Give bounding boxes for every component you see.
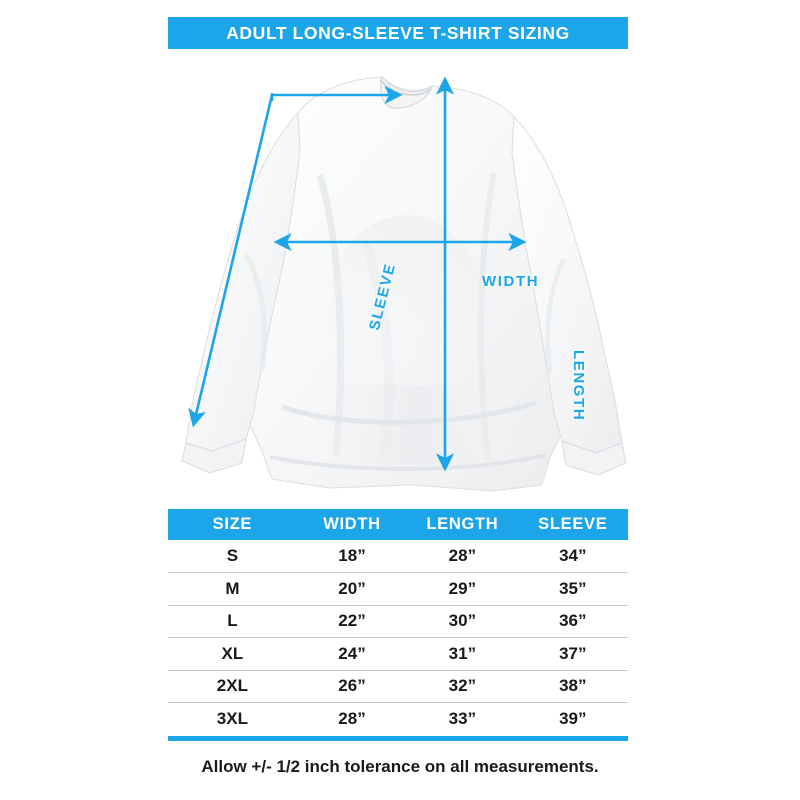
page-title: ADULT LONG-SLEEVE T-SHIRT SIZING [226, 22, 570, 43]
size-table-header: SIZE WIDTH LENGTH SLEEVE [168, 509, 628, 540]
length-label: LENGTH [570, 350, 587, 422]
cell-length: 32” [407, 670, 518, 703]
tolerance-note: Allow +/- 1/2 inch tolerance on all meas… [201, 757, 599, 776]
cell-size: 3XL [216, 709, 248, 728]
chart-title-bar: ADULT LONG-SLEEVE T-SHIRT SIZING [168, 17, 628, 49]
cell-sleeve: 34” [517, 540, 628, 573]
cell-sleeve: 38” [517, 670, 628, 703]
cell-width: 18” [296, 540, 408, 573]
table-row: S 18” 28” 34” [168, 540, 628, 573]
column-header-size: SIZE [212, 515, 253, 533]
cell-size: L [168, 605, 297, 638]
cell-length: 29” [407, 572, 518, 606]
cell-sleeve: 36” [517, 605, 628, 638]
cell-width: 24” [296, 637, 408, 671]
table-header-row: SIZE WIDTH LENGTH SLEEVE [168, 509, 628, 540]
table-bottom-rule [168, 736, 628, 741]
cell-length: 31” [407, 637, 518, 671]
cell-sleeve: 37” [517, 637, 628, 671]
shirt-illustration-svg [181, 75, 627, 492]
shirt-body-shape [181, 75, 627, 492]
cell-width: 20” [296, 572, 408, 606]
cell-sleeve: 35” [517, 572, 628, 606]
size-table: SIZE WIDTH LENGTH SLEEVE S 18” 28” 34” M… [168, 509, 628, 735]
cell-width: 26” [296, 670, 408, 703]
cell-length: 28” [407, 540, 518, 573]
column-header-sleeve: SLEEVE [538, 515, 608, 533]
width-label: WIDTH [482, 273, 540, 290]
size-table-body: S 18” 28” 34” M 20” 29” 35” L 22” 30” 36… [168, 540, 628, 735]
measurement-arrows [188, 76, 527, 472]
cell-width: 28” [338, 709, 366, 728]
table-row: XL 24” 31” 37” [168, 637, 628, 671]
cell-size: XL [168, 637, 297, 671]
cell-width: 22” [296, 605, 408, 638]
table-row: L 22” 30” 36” [168, 605, 628, 638]
cell-size: 2XL [168, 670, 297, 703]
column-header-width: WIDTH [323, 515, 381, 533]
table-row: M 20” 29” 35” [168, 572, 628, 606]
cell-sleeve: 39” [559, 709, 587, 728]
shirt-diagram: WIDTH LENGTH SLEEVE [150, 55, 650, 505]
table-row: 3XL 28” 33” 39” [168, 703, 628, 736]
table-row: 2XL 26” 32” 38” [168, 670, 628, 703]
cell-length: 30” [407, 605, 518, 638]
cell-size: S [168, 540, 297, 573]
column-header-length: LENGTH [426, 515, 499, 533]
sleeve-arrow [188, 94, 274, 428]
cell-size: M [168, 572, 297, 606]
cell-length: 33” [448, 709, 477, 728]
